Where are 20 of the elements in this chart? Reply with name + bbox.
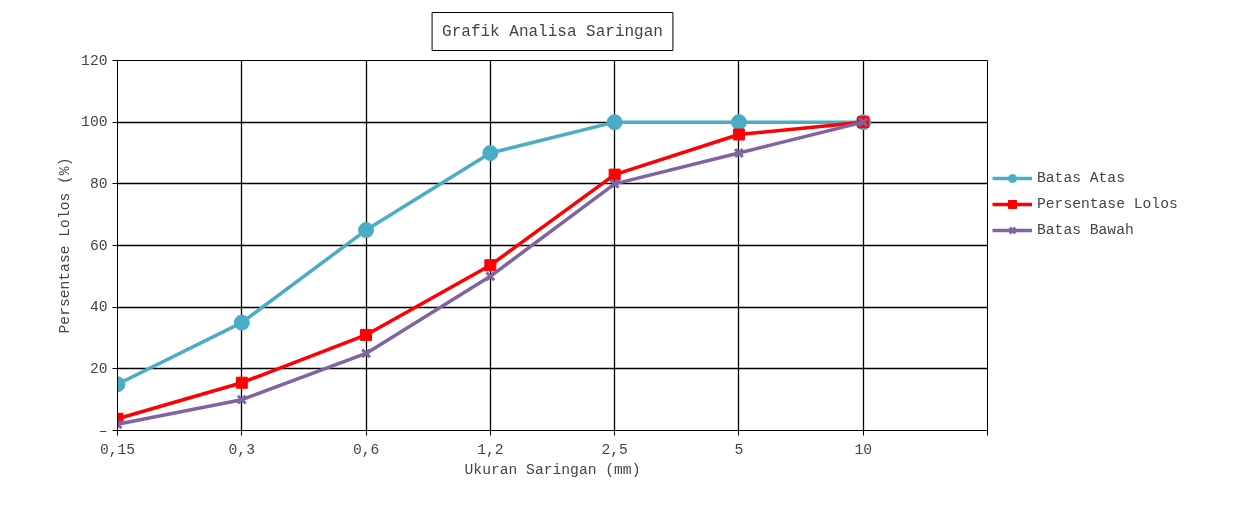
x-tick-label: 10	[854, 441, 873, 458]
legend-label: Batas Bawah	[1037, 222, 1134, 238]
legend-label: Persentase Lolos	[1037, 196, 1178, 212]
x-axis-title: Ukuran Saringan (mm)	[464, 461, 641, 478]
x-tick-label: 2,5	[601, 441, 628, 458]
x-tick-label: 0,15	[99, 441, 136, 458]
y-tick-label: 20	[89, 360, 108, 377]
x-tick-label: 1,2	[477, 441, 504, 458]
x-tick-label: 0,6	[352, 441, 380, 458]
y-tick-label: 120	[81, 52, 108, 69]
y-axis-title: Persentase Lolos (%)	[57, 157, 74, 334]
x-tick-label: 0,3	[228, 441, 255, 458]
y-tick-label: –	[98, 422, 108, 439]
y-tick-label: 80	[89, 175, 108, 192]
x-tick-label: 5	[734, 441, 744, 458]
y-tick-label: 40	[89, 299, 108, 316]
chart-title: Grafik Analisa Saringan	[442, 22, 663, 41]
y-tick-label: 60	[89, 237, 108, 254]
legend-label: Batas Atas	[1037, 170, 1125, 186]
y-tick-label: 100	[81, 114, 108, 131]
